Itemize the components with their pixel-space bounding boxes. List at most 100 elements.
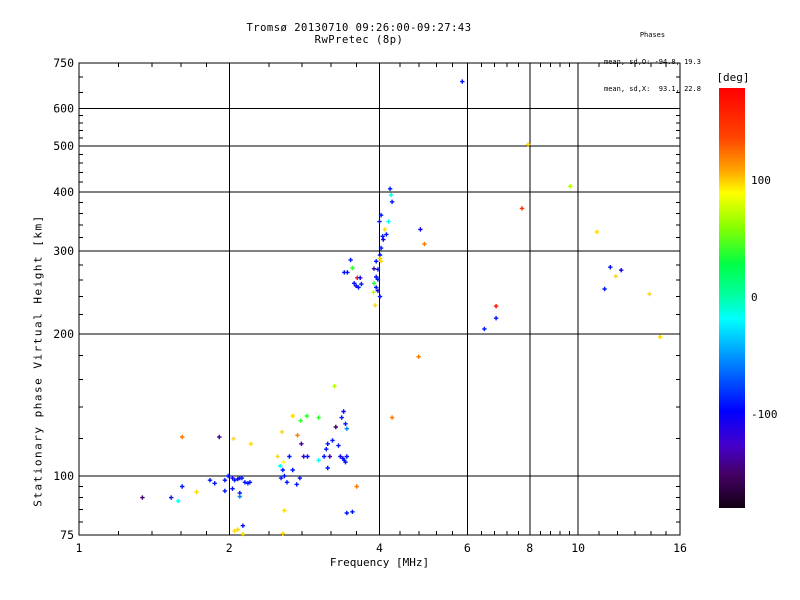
x-tick-label: 16: [673, 541, 687, 555]
data-point: [382, 227, 388, 232]
data-point: [324, 447, 329, 452]
data-point: [290, 413, 295, 419]
data-point: [344, 454, 349, 459]
data-point: [237, 494, 242, 499]
data-point: [316, 458, 321, 463]
data-point: [281, 460, 286, 465]
data-point: [386, 219, 391, 224]
data-point: [422, 241, 427, 247]
data-point: [374, 285, 379, 290]
data-point: [338, 454, 343, 459]
x-tick-label: 2: [226, 541, 233, 555]
data-point: [305, 454, 310, 459]
data-point: [493, 304, 499, 309]
data-point: [344, 510, 349, 516]
data-point: [343, 460, 348, 465]
data-point: [279, 429, 285, 435]
data-point: [290, 467, 295, 473]
data-point: [230, 486, 235, 491]
data-point: [284, 480, 290, 485]
data-point: [341, 409, 346, 414]
data-point: [375, 277, 381, 282]
data-point: [325, 465, 330, 471]
x-tick-label: 4: [376, 541, 383, 555]
data-point: [339, 415, 344, 420]
data-point: [378, 213, 384, 218]
data-point: [212, 481, 217, 486]
data-point: [482, 326, 487, 332]
data-point: [568, 184, 573, 189]
y-tick-label: 600: [53, 102, 74, 116]
data-point: [278, 475, 284, 481]
phases-stats-block: Phases mean, sd,O: -94.8, 19.3 mean, sd,…: [604, 13, 701, 112]
data-point: [327, 454, 332, 459]
data-point: [248, 441, 254, 446]
phases-title: Phases: [639, 31, 666, 39]
data-point: [389, 199, 395, 204]
data-point: [418, 227, 423, 232]
data-point: [377, 294, 383, 299]
data-point: [240, 523, 246, 528]
data-point: [377, 219, 382, 224]
data-point: [348, 257, 353, 263]
data-point: [325, 441, 330, 446]
data-point: [350, 509, 355, 514]
data-point: [282, 508, 287, 513]
phases-mean-x: mean, sd,X: 93.1, 22.8: [604, 85, 701, 93]
data-point: [242, 480, 248, 485]
data-point: [217, 434, 222, 440]
data-point: [658, 334, 663, 340]
data-point: [316, 415, 321, 420]
data-point: [375, 267, 381, 272]
data-point: [619, 268, 624, 273]
data-point: [247, 480, 253, 485]
data-point: [239, 475, 245, 481]
data-point: [222, 478, 228, 483]
data-point: [297, 475, 303, 481]
y-tick-label: 75: [60, 528, 74, 542]
y-axis-title: Stationary phase Virtual Height [km]: [31, 214, 45, 507]
y-tick-label: 300: [53, 244, 74, 258]
data-point: [381, 237, 386, 242]
data-point: [322, 454, 327, 459]
data-point: [169, 495, 174, 500]
data-point: [384, 232, 389, 237]
data-point: [280, 467, 285, 473]
data-point: [345, 270, 350, 275]
data-point: [294, 482, 299, 487]
data-point: [525, 142, 531, 147]
colorbar-tick-label: 0: [751, 291, 758, 304]
data-point: [387, 186, 393, 191]
y-tick-label: 500: [53, 139, 74, 153]
data-point: [275, 454, 280, 459]
data-point: [359, 281, 364, 287]
data-point: [336, 443, 341, 448]
data-point: [226, 473, 231, 479]
data-point: [594, 229, 599, 235]
data-point: [371, 290, 376, 295]
data-point: [232, 478, 237, 483]
data-point: [372, 303, 378, 308]
colorbar-tick-label: -100: [751, 407, 778, 421]
data-point: [377, 256, 383, 261]
data-point: [350, 265, 355, 271]
data-point: [389, 415, 395, 420]
data-point: [295, 433, 300, 438]
data-point: [282, 473, 287, 479]
data-point: [240, 532, 246, 537]
data-point: [333, 424, 338, 430]
y-tick-label: 750: [53, 56, 74, 70]
data-point: [493, 316, 499, 321]
data-point: [299, 441, 304, 446]
data-point: [378, 259, 384, 264]
data-point: [235, 527, 240, 532]
data-point: [330, 438, 335, 443]
data-point: [371, 281, 377, 286]
x-tick-label: 10: [571, 541, 585, 555]
data-point: [374, 259, 379, 264]
data-point: [374, 274, 379, 280]
x-axis-title: Frequency [MHz]: [329, 556, 430, 569]
data-point: [343, 421, 348, 426]
